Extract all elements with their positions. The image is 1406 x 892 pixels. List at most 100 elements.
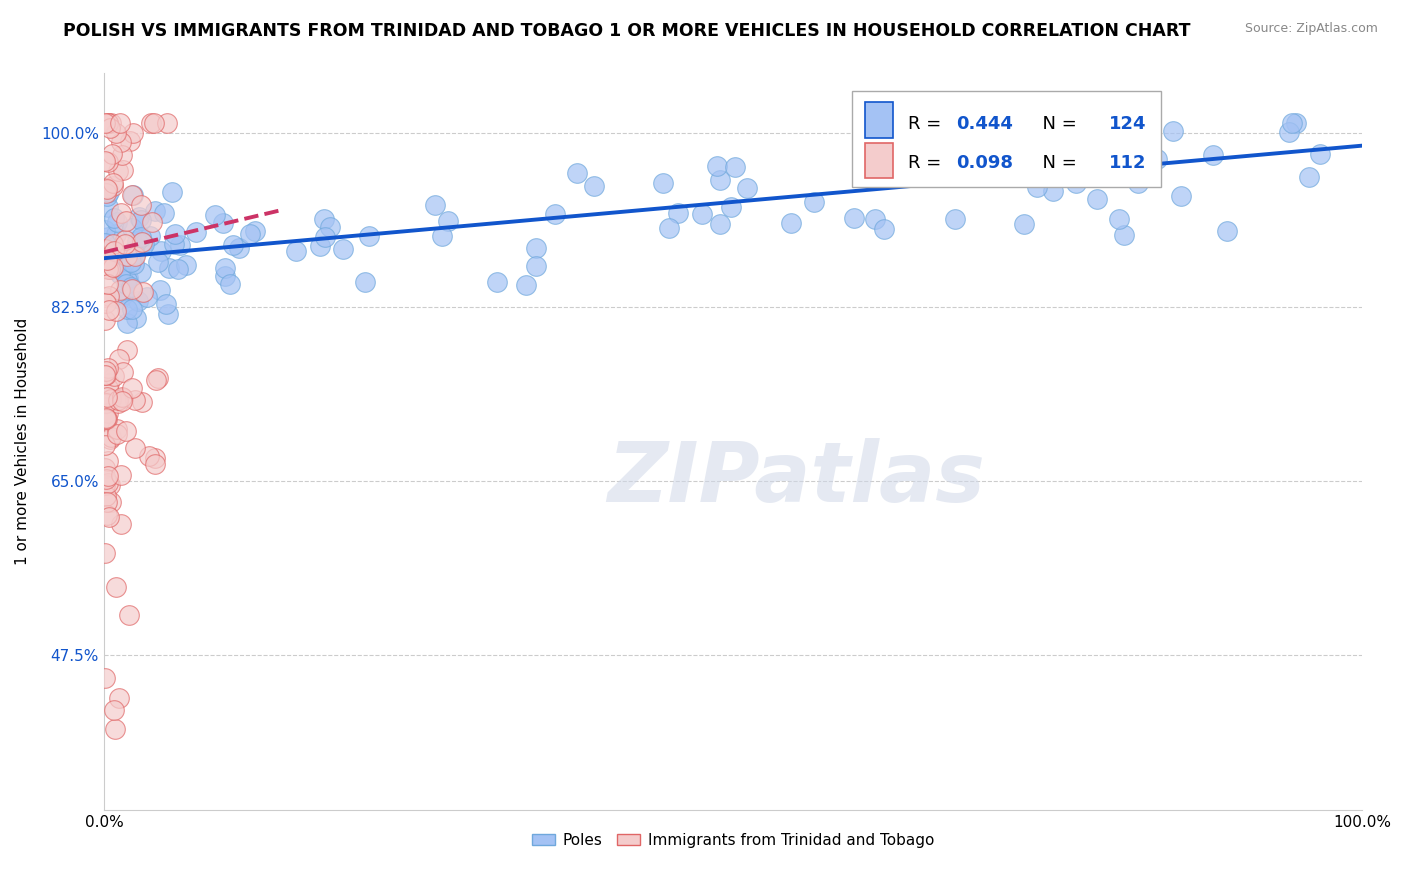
Point (108, 690, 131, 705)
Point (96, 396, 118, 410)
Point (98, 478, 121, 492)
Point (124, 393, 146, 408)
Point (97, 155, 120, 169)
Point (121, 301, 143, 316)
Point (114, 237, 136, 252)
Point (112, 162, 135, 177)
Point (103, 237, 125, 252)
Point (110, 468, 132, 483)
Point (115, 273, 138, 287)
Point (98, 376, 121, 391)
Point (962, 116, 984, 130)
Point (842, 211, 865, 225)
Point (153, 206, 176, 220)
Point (567, 166, 589, 180)
Point (143, 203, 166, 218)
Point (94, 242, 117, 256)
Point (943, 212, 966, 227)
Point (125, 311, 148, 326)
Point (141, 215, 163, 229)
Point (228, 241, 250, 255)
Point (94, 397, 117, 411)
Point (117, 270, 139, 285)
Point (110, 136, 132, 150)
Point (120, 254, 142, 268)
Point (132, 285, 155, 300)
Point (692, 207, 714, 221)
Point (110, 262, 132, 277)
Point (97, 469, 120, 483)
Point (243, 224, 266, 238)
Point (105, 215, 128, 229)
Point (1085, 192, 1108, 206)
Point (121, 221, 143, 235)
Point (115, 343, 138, 357)
Point (94, 672, 117, 686)
Point (110, 206, 132, 220)
Text: N =: N = (1031, 115, 1083, 133)
Point (115, 249, 138, 263)
Point (737, 180, 759, 194)
Point (157, 260, 180, 275)
Point (972, 153, 994, 168)
Point (1012, 217, 1035, 231)
Point (103, 244, 125, 259)
Point (97, 395, 120, 409)
Point (524, 259, 547, 273)
Point (94, 411, 117, 425)
Point (124, 257, 146, 271)
Point (100, 430, 122, 444)
Point (1309, 147, 1331, 161)
Point (1108, 153, 1130, 167)
Point (204, 208, 226, 222)
Point (96, 253, 118, 268)
Point (129, 265, 152, 279)
Point (94, 478, 117, 492)
Point (184, 225, 207, 239)
Point (943, 149, 966, 163)
Point (863, 211, 886, 226)
Point (214, 261, 236, 276)
Point (111, 287, 134, 301)
Point (103, 211, 125, 226)
Point (94, 260, 117, 275)
Point (104, 580, 127, 594)
Point (94, 154, 117, 169)
Point (105, 126, 128, 140)
Point (94, 368, 117, 382)
Point (132, 236, 155, 251)
Point (142, 116, 165, 130)
Point (115, 277, 138, 291)
Point (658, 221, 681, 235)
Point (214, 269, 236, 284)
FancyBboxPatch shape (852, 91, 1161, 187)
Y-axis label: 1 or more Vehicles in Household: 1 or more Vehicles in Household (15, 318, 30, 565)
Point (101, 178, 124, 193)
Point (103, 703, 125, 717)
Point (97, 476, 120, 491)
Point (104, 303, 127, 318)
Point (128, 211, 150, 225)
Point (163, 236, 186, 251)
Point (156, 307, 179, 321)
Point (110, 517, 132, 532)
Point (107, 395, 129, 409)
Point (150, 244, 173, 259)
Point (882, 161, 904, 175)
Point (98, 121, 121, 136)
Point (96, 495, 118, 509)
Point (97, 361, 120, 376)
Point (97, 289, 120, 303)
Point (94, 546, 117, 560)
Point (101, 176, 124, 190)
Point (1064, 176, 1087, 190)
Point (353, 275, 375, 289)
Point (437, 213, 460, 227)
Point (111, 390, 134, 404)
Point (94, 438, 117, 452)
Point (97, 185, 120, 199)
Point (94, 289, 117, 303)
Point (143, 450, 166, 465)
Point (94, 186, 117, 200)
Text: 124: 124 (1109, 115, 1147, 133)
